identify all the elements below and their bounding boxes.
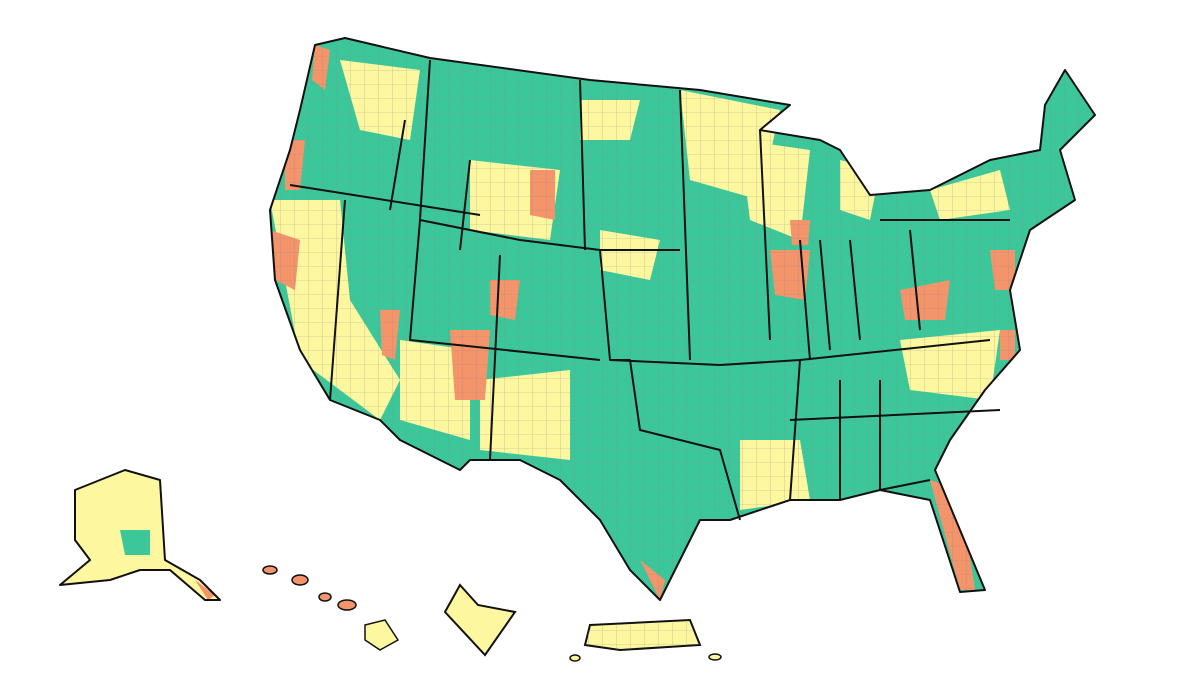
district-of-columbia bbox=[443, 583, 517, 657]
county-patches bbox=[270, 38, 1095, 600]
alaska bbox=[59, 469, 221, 601]
hawaii bbox=[262, 565, 400, 651]
contiguous-us bbox=[269, 37, 1096, 601]
puerto-rico bbox=[569, 618, 722, 662]
